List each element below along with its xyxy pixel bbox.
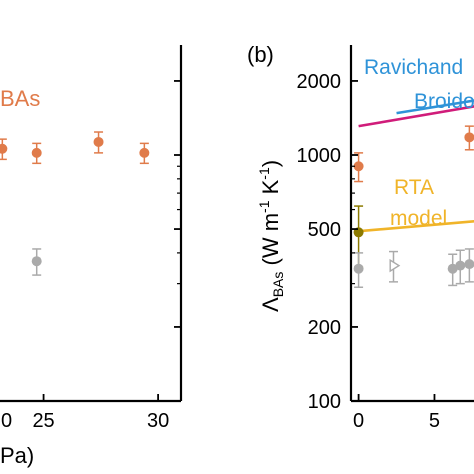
panel-a-x-tick-label-partial: 0 — [1, 410, 12, 432]
panel-b: 100 200 500 1000 2000 0 5 (b) Ravichand Broido… — [247, 42, 474, 432]
x-tick-label: 5 — [429, 410, 440, 432]
data-point — [31, 256, 42, 267]
x-tick-label: 30 — [147, 410, 169, 432]
annotation-broido: Broido — [414, 90, 474, 113]
data-point — [447, 263, 458, 274]
data-point — [139, 147, 150, 158]
data-point — [31, 147, 42, 158]
panel-b-label: (b) — [247, 42, 274, 67]
data-point — [0, 143, 8, 154]
data-point — [93, 136, 104, 147]
data-point — [464, 259, 474, 270]
plot-inner — [353, 99, 474, 289]
panel-a-plot-area: 25 30 — [0, 45, 183, 432]
y-label-sup1: -1 — [256, 200, 272, 213]
panel-b-y-axis-label: ΛBAs (W m-1 K-1) — [256, 160, 286, 312]
panel-a-series-label: BAs — [0, 86, 40, 111]
y-label-units-pre: (W m — [258, 213, 283, 272]
axes: 25 30 — [0, 45, 183, 432]
x-tick-label: 25 — [32, 410, 54, 432]
model-line-magenta — [358, 105, 474, 128]
annotation-model: model — [390, 207, 447, 230]
y-tick-label: 500 — [308, 219, 341, 241]
panel-a-x-axis-label: Pa) — [0, 443, 34, 468]
annotation-ravichandran: Ravichand — [364, 56, 463, 79]
y-tick-label: 1000 — [297, 145, 342, 167]
axes: 100 200 500 1000 2000 0 5 — [297, 45, 474, 432]
data-point-triangle — [389, 258, 401, 273]
y-label-symbol: Λ — [258, 297, 283, 312]
y-label-subscript: BAs — [270, 272, 286, 298]
plot-inner — [0, 131, 150, 276]
y-tick-label: 200 — [308, 317, 341, 339]
data-point — [464, 132, 474, 143]
y-label-units-post: ) — [258, 160, 283, 167]
panel-a: 25 30 BAs Pa) 0 — [0, 45, 183, 468]
data-point — [353, 263, 364, 274]
y-label-sup2: -1 — [256, 167, 272, 180]
y-tick-label: 100 — [308, 391, 341, 413]
model-line-blue — [396, 99, 474, 115]
data-point — [353, 161, 364, 172]
annotation-rta: RTA — [394, 176, 434, 199]
y-label-units-mid: K — [258, 179, 283, 200]
panel-b-plot-area: 100 200 500 1000 2000 0 5 — [297, 45, 474, 432]
y-tick-label: 2000 — [297, 71, 342, 93]
data-point — [455, 260, 466, 271]
x-tick-label: 0 — [353, 410, 364, 432]
model-line-gold — [358, 220, 474, 233]
